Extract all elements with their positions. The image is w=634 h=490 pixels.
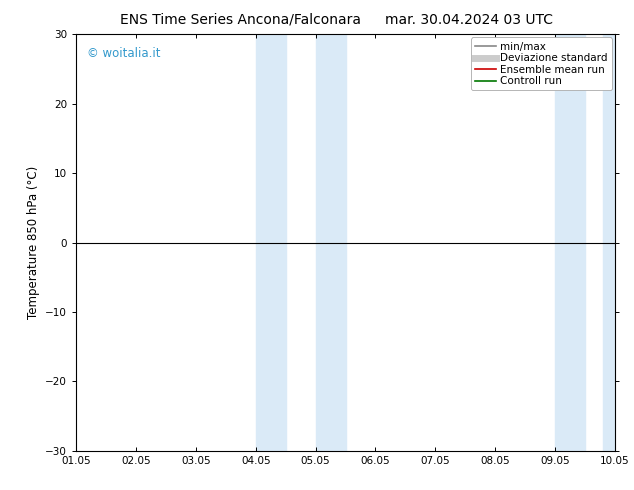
Bar (555, 34, 585, 451)
Legend: min/max, Deviazione standard, Ensemble mean run, Controll run: min/max, Deviazione standard, Ensemble m… (471, 37, 612, 91)
Text: ENS Time Series Ancona/Falconara: ENS Time Series Ancona/Falconara (120, 13, 361, 27)
Bar (603, 34, 633, 451)
Text: © woitalia.it: © woitalia.it (87, 47, 160, 60)
Bar (316, 34, 346, 451)
Y-axis label: Temperature 850 hPa (°C): Temperature 850 hPa (°C) (27, 166, 39, 319)
Text: mar. 30.04.2024 03 UTC: mar. 30.04.2024 03 UTC (385, 13, 553, 27)
Bar (256, 34, 286, 451)
